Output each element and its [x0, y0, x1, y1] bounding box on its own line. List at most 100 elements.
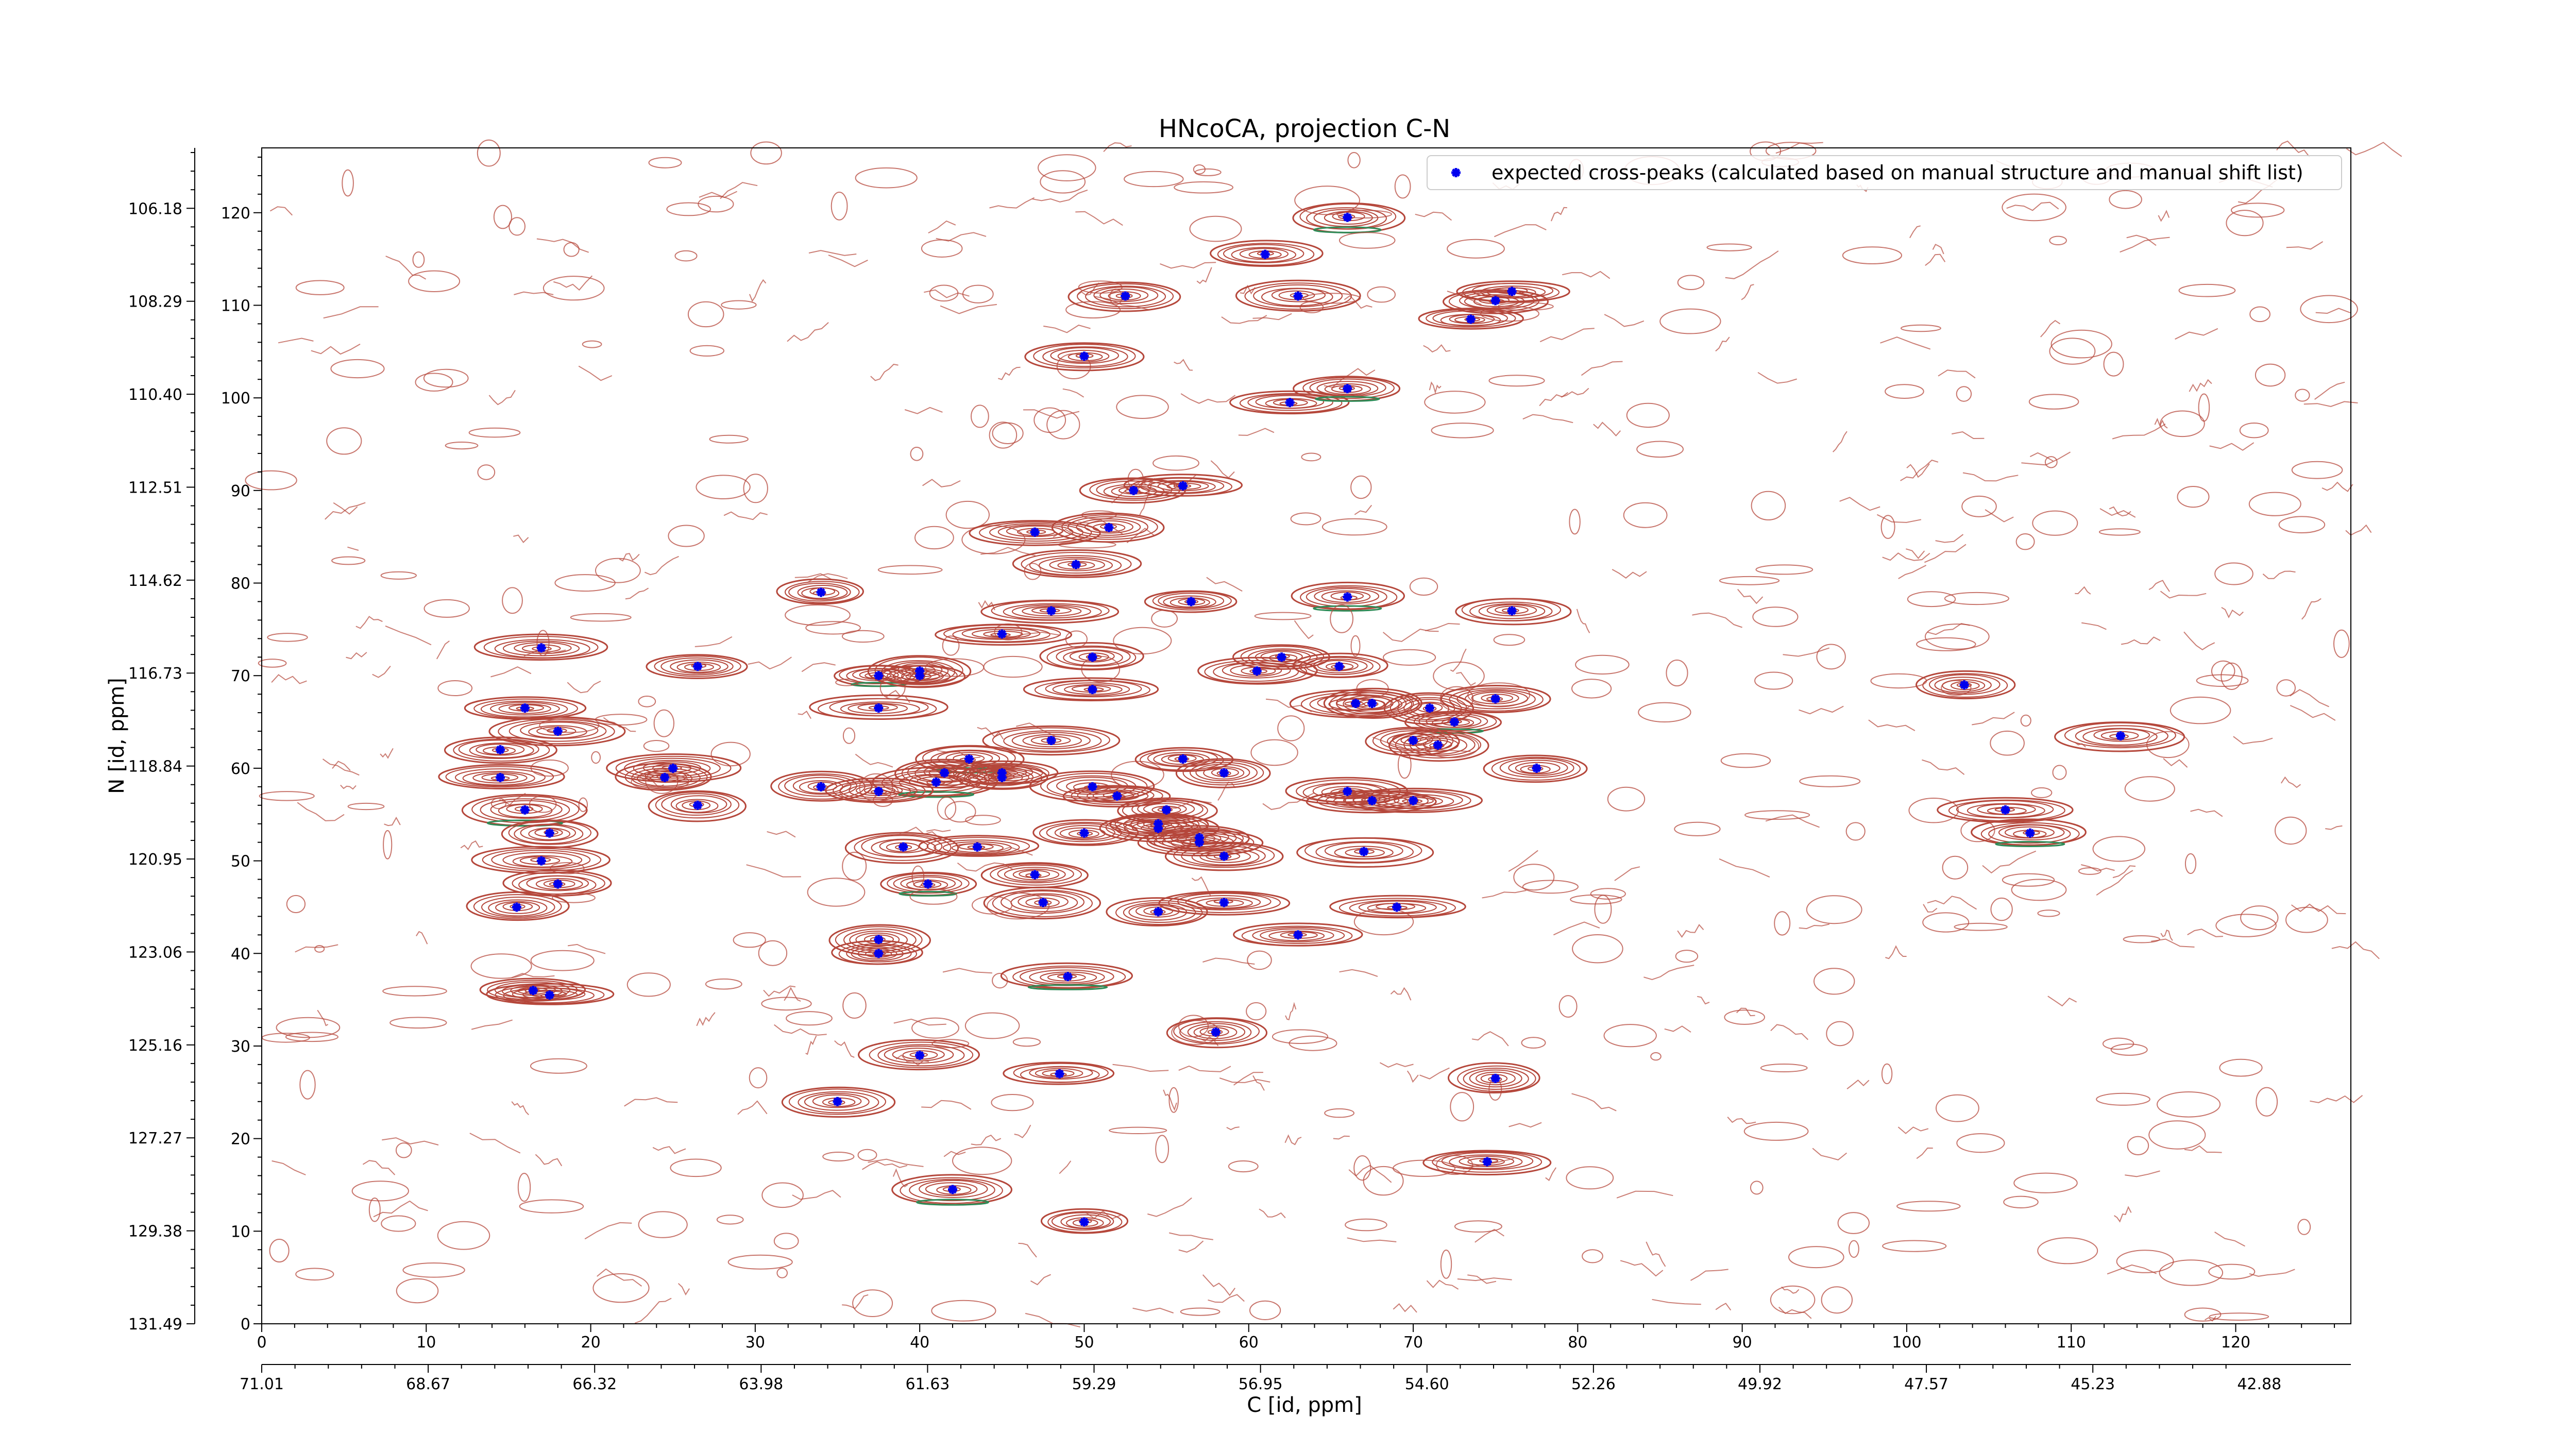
- peak-contour: [1299, 655, 1381, 678]
- expected-peak-point: [1178, 754, 1188, 764]
- expected-peak-point: [874, 703, 884, 713]
- noise-contour: [1652, 1299, 1701, 1305]
- peak-contour: [1033, 344, 1136, 368]
- peak-contour: [1459, 1155, 1515, 1167]
- noise-contour: [330, 359, 385, 379]
- noise-contour: [2028, 394, 2079, 410]
- noise-contour: [1727, 1117, 1756, 1124]
- peak-contour: [1099, 814, 1220, 843]
- peak-contour: [1012, 868, 1060, 881]
- peak-contour: [1011, 732, 1091, 749]
- x-tick-label: 70: [1403, 1334, 1423, 1352]
- noise-contour: [2198, 393, 2210, 422]
- noise-contour: [1816, 644, 1846, 670]
- noise-contour: [1238, 428, 1275, 436]
- peak-contour: [1210, 240, 1324, 267]
- y-ppm-tick-label: 110.40: [128, 386, 182, 404]
- noise-contour: [2331, 941, 2380, 959]
- peak-contour: [1471, 692, 1519, 704]
- peak-contour: [1011, 604, 1091, 619]
- peak-contour: [462, 771, 535, 786]
- negative-contour: [486, 819, 564, 827]
- peak-contour: [956, 765, 1048, 790]
- noise-contour: [2154, 417, 2168, 429]
- peak-contour: [1040, 1208, 1129, 1234]
- noise-contour: [638, 1211, 688, 1238]
- noise-contour: [1347, 152, 1361, 169]
- y-ppm-tick-label: 116.73: [128, 665, 182, 683]
- expected-peak-point: [1293, 930, 1303, 940]
- noise-contour: [992, 422, 1024, 444]
- noise-contour: [1194, 168, 1222, 176]
- negative-contour: [1995, 841, 2065, 847]
- expected-peak-point: [874, 935, 884, 945]
- noise-contour: [2211, 660, 2235, 682]
- expected-peak-point: [964, 754, 974, 764]
- peak-contour: [825, 778, 934, 803]
- peak-contour: [1181, 845, 1266, 867]
- noise-contour: [2175, 328, 2218, 340]
- noise-contour: [2184, 853, 2197, 874]
- peak-contour: [528, 828, 571, 840]
- noise-contour: [625, 587, 649, 600]
- expected-peak-point: [1285, 398, 1295, 408]
- x-ppm-tick-label: 61.63: [905, 1375, 950, 1393]
- noise-contour: [2208, 1263, 2256, 1280]
- x-axis: 0 10 20 30 40 50 60 70 80 90 100 110 120: [257, 1324, 2335, 1352]
- noise-contour: [384, 816, 401, 827]
- noise-contour: [333, 502, 358, 515]
- noise-contour: [1539, 392, 1568, 407]
- x-ppm-tick-label: 71.01: [240, 1375, 284, 1393]
- peak-contour: [1432, 310, 1508, 326]
- noise-contour: [1757, 372, 1797, 384]
- noise-contour: [2290, 689, 2330, 707]
- noise-contour: [597, 1268, 642, 1287]
- noise-contour: [477, 464, 496, 480]
- noise-contour: [991, 1094, 1034, 1111]
- expected-peak-point: [693, 662, 703, 671]
- noise-contour: [2184, 1145, 2222, 1153]
- noise-contour: [1447, 239, 1505, 259]
- noise-contour: [1799, 705, 1844, 715]
- noise-contour: [1719, 576, 1780, 585]
- noise-contour: [517, 1173, 531, 1202]
- peak-contour: [1146, 831, 1255, 854]
- peak-contour: [788, 1088, 887, 1115]
- peak-contour: [776, 578, 864, 605]
- noise-contour: [2160, 929, 2173, 941]
- peak-contour: [1062, 785, 1171, 807]
- peak-contour: [1441, 1152, 1534, 1170]
- expected-peak-point: [1490, 1073, 1500, 1083]
- noise-contour: [259, 791, 315, 801]
- noise-contour: [1436, 1155, 1473, 1175]
- peak-contour: [454, 768, 546, 787]
- noise-contour: [1390, 987, 1412, 1001]
- y-tick-label: 110: [221, 297, 250, 315]
- noise-contour: [926, 829, 951, 832]
- noise-contour: [1922, 759, 1965, 775]
- noise-contour: [1509, 1122, 1542, 1128]
- noise-contour: [2297, 1219, 2311, 1235]
- peak-contour: [1029, 555, 1122, 576]
- noise-contour: [727, 1254, 793, 1270]
- noise-contour: [2255, 363, 2286, 387]
- noise-contour: [1301, 452, 1321, 462]
- peak-contour: [1042, 346, 1128, 367]
- noise-contour: [326, 427, 362, 455]
- peak-contour: [1364, 791, 1463, 810]
- noise-contour: [1839, 497, 1880, 511]
- peak-contour: [785, 581, 860, 603]
- noise-contour: [1221, 315, 1267, 324]
- peak-contour: [1335, 692, 1407, 715]
- noise-contour: [2159, 1259, 2224, 1286]
- y-tick-label: 70: [231, 667, 250, 685]
- peak-contour: [502, 852, 583, 868]
- noise-contour: [578, 797, 588, 812]
- noise-contour: [2126, 234, 2157, 246]
- noise-contour: [383, 830, 393, 860]
- y-tick-label: 80: [231, 575, 250, 593]
- y-ppm-tick-label: 114.62: [128, 572, 182, 590]
- noise-contour: [1924, 624, 1990, 650]
- peak-contour: [1199, 1027, 1229, 1037]
